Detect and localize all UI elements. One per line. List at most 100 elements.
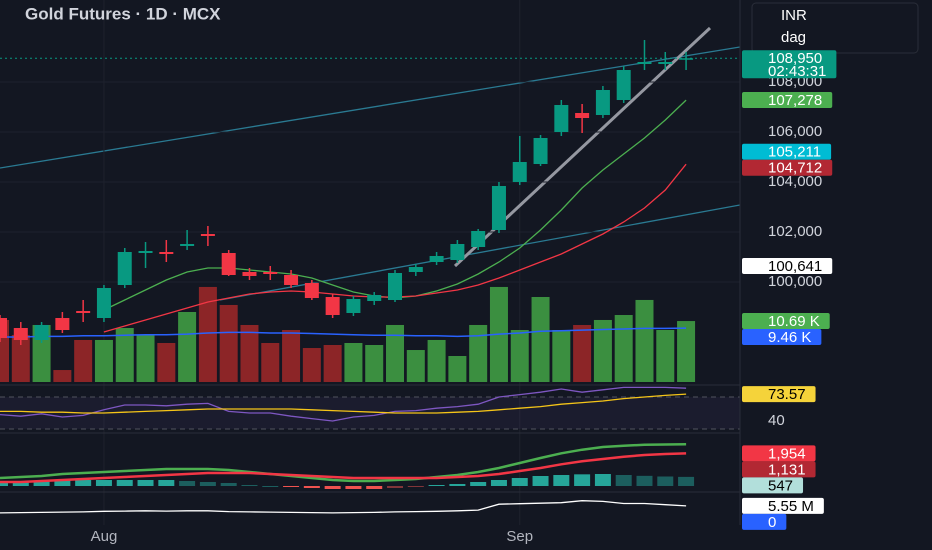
candle-body xyxy=(658,62,673,64)
histogram-bar xyxy=(387,486,404,488)
price-tag-label: 108,950 xyxy=(768,50,822,67)
volume-bar xyxy=(178,311,197,382)
candle-body xyxy=(221,253,236,275)
candle-body xyxy=(159,252,174,254)
histogram-bar xyxy=(220,483,237,486)
volume-bar xyxy=(53,370,72,382)
histogram-bar xyxy=(283,486,300,487)
volume-bar xyxy=(573,324,592,382)
indicator-line xyxy=(0,386,687,422)
histogram-bar xyxy=(137,480,154,486)
currency[interactable]: INR xyxy=(781,7,807,24)
volume-bar xyxy=(386,324,405,382)
volume-bar xyxy=(469,324,488,382)
candle-body xyxy=(76,311,91,313)
volume-bar xyxy=(282,330,301,382)
price-tag-label: 104,712 xyxy=(768,160,822,177)
histogram-bar xyxy=(449,484,466,486)
macd-line xyxy=(0,452,687,484)
volume-bar xyxy=(198,286,217,382)
volume-bar xyxy=(11,334,30,382)
histogram-bar xyxy=(75,480,92,486)
countdown: 02:43:31 xyxy=(768,63,826,80)
candle-body xyxy=(637,62,652,64)
volume-bar xyxy=(614,315,633,382)
candle-body xyxy=(429,256,444,262)
volume-bar xyxy=(323,344,342,382)
x-tick-label: Aug xyxy=(91,528,118,545)
histogram-bar xyxy=(428,485,445,486)
histogram-bar xyxy=(12,481,29,486)
histogram-bar xyxy=(511,478,528,486)
candle-body xyxy=(471,231,486,247)
y-tick-label: 104,000 xyxy=(768,173,822,190)
candle-body xyxy=(554,105,569,132)
price-tag-label: 105,211 xyxy=(768,144,821,161)
histogram-bar xyxy=(490,480,507,486)
candle-body xyxy=(388,273,403,300)
candle-body xyxy=(325,297,340,315)
volume-bar xyxy=(115,328,134,382)
y-tick-label: 102,000 xyxy=(768,223,822,240)
price-tag xyxy=(742,445,816,462)
histogram-bar xyxy=(594,474,611,486)
price-tag-label: 9.46 K xyxy=(768,329,811,346)
volume-bar xyxy=(157,343,176,382)
currency-box[interactable] xyxy=(751,2,919,54)
candle-body xyxy=(0,318,7,338)
histogram-bar xyxy=(553,475,570,486)
volume-bar xyxy=(240,324,259,382)
candle-body xyxy=(533,138,548,164)
price-tag xyxy=(742,143,832,160)
candle-body xyxy=(491,186,506,230)
price-tag xyxy=(742,477,804,494)
price-tag xyxy=(742,513,787,530)
histogram-bar xyxy=(241,485,258,486)
candle-body xyxy=(138,251,153,253)
price-tag-label: 10.69 K xyxy=(768,313,820,330)
candle-body xyxy=(242,272,257,276)
price-tag-label: 107,278 xyxy=(768,92,822,109)
volume-bar xyxy=(406,350,425,382)
volume-bar xyxy=(74,339,93,382)
price-tag-label: 73.57 xyxy=(768,386,806,403)
candle-body xyxy=(595,90,610,115)
volume-bar xyxy=(0,319,9,382)
y-tick-label: 40 xyxy=(768,412,785,429)
volume-bar xyxy=(261,343,280,382)
histogram-bar xyxy=(116,480,133,486)
histogram-bar xyxy=(179,481,196,486)
histogram-bar xyxy=(324,486,341,489)
candle-body xyxy=(616,70,631,100)
indicator-line xyxy=(0,393,687,414)
histogram-bar xyxy=(574,474,591,486)
histogram-bar xyxy=(158,480,175,486)
volume-bar xyxy=(94,339,113,382)
volume-bar xyxy=(219,304,238,382)
volume-ma-line xyxy=(0,327,687,338)
volume-bar xyxy=(510,330,529,382)
candle-body xyxy=(34,325,49,340)
price-tag xyxy=(742,497,824,514)
candle-body xyxy=(263,272,278,274)
candle-body xyxy=(575,113,590,118)
volume-bar xyxy=(302,348,321,382)
volume-bar xyxy=(427,339,446,382)
histogram-bar xyxy=(615,475,632,486)
volume-bar xyxy=(552,330,571,382)
volume-bar xyxy=(593,319,612,382)
candle-body xyxy=(13,328,28,340)
histogram-bar xyxy=(657,476,674,486)
candle-body xyxy=(408,267,423,272)
histogram-bar xyxy=(95,480,112,486)
candle-body xyxy=(450,244,465,260)
volume-bar xyxy=(344,343,363,382)
price-tag xyxy=(742,386,816,403)
candle-body xyxy=(679,58,694,60)
histogram-bar xyxy=(532,476,549,486)
histogram-bar xyxy=(262,486,279,487)
interval-label[interactable]: dag xyxy=(781,29,806,46)
trend-line xyxy=(0,46,740,169)
price-tag xyxy=(742,313,830,330)
